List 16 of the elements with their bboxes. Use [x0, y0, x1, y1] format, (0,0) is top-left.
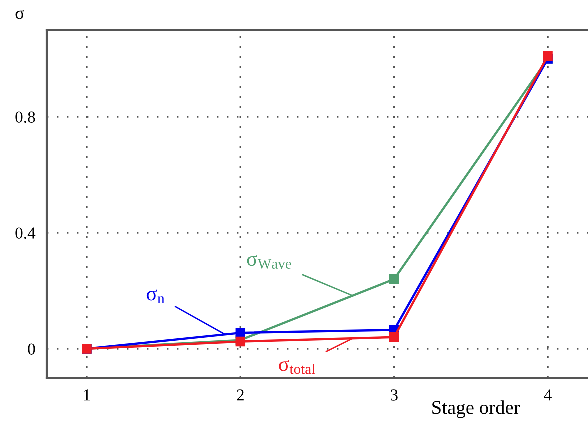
point: [389, 274, 400, 284]
y-axis-title: σ: [16, 10, 25, 20]
x-tick-label: 4: [544, 390, 552, 401]
y-tick-label: 0.4: [16, 228, 36, 240]
x-tick-label: 2: [237, 390, 244, 401]
x-axis-title: Stage order: [432, 400, 520, 418]
y-tick-label: 0.8: [16, 112, 36, 124]
x-tick-label: 1: [84, 390, 90, 401]
point: [389, 332, 400, 342]
x-tick-label: 3: [390, 390, 398, 401]
point: [236, 328, 246, 338]
text: σ$_{Wave}$: [247, 255, 292, 270]
point: [543, 51, 553, 61]
y-tick-label: 0: [28, 344, 36, 355]
series-label: σ$_{n}$: [146, 290, 165, 304]
series-label: σ$_{total}$: [279, 360, 316, 374]
